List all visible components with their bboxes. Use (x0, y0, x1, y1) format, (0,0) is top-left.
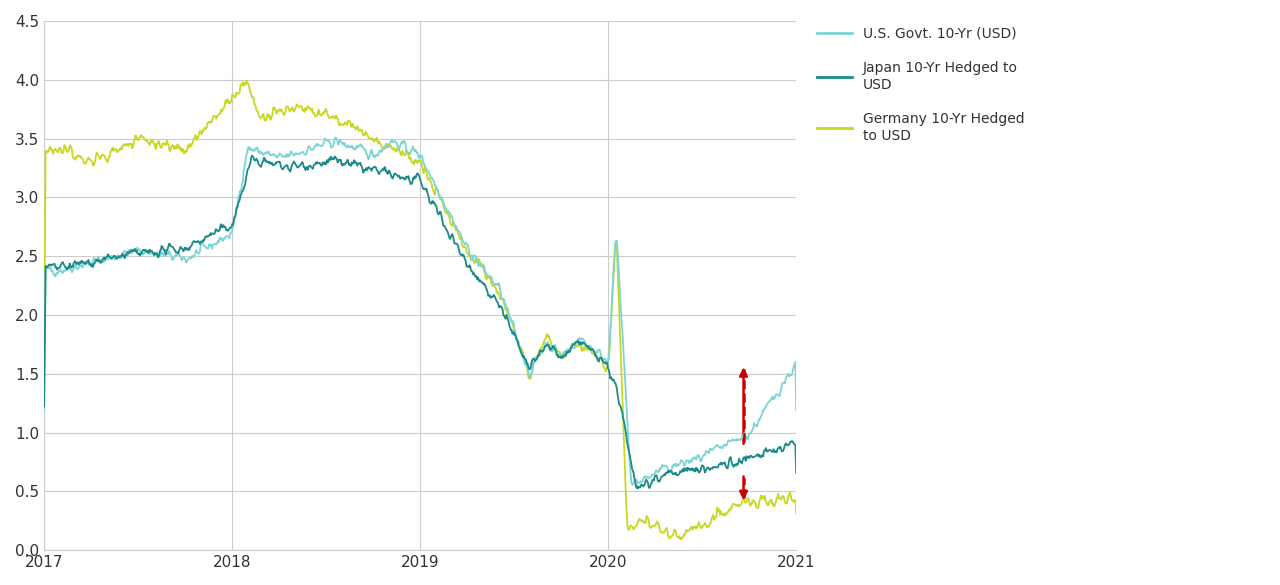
Legend: U.S. Govt. 10-Yr (USD), Japan 10-Yr Hedged to
USD, Germany 10-Yr Hedged
to USD: U.S. Govt. 10-Yr (USD), Japan 10-Yr Hedg… (812, 21, 1030, 148)
